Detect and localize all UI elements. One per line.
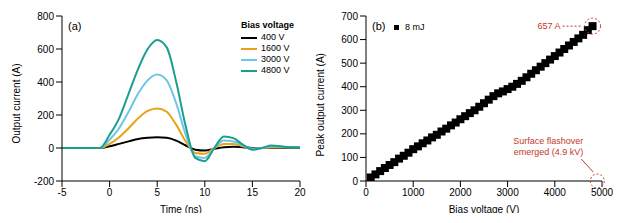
svg-text:0: 0 bbox=[48, 143, 54, 154]
svg-text:Bias voltage (V): Bias voltage (V) bbox=[449, 204, 520, 213]
svg-text:Time (ns): Time (ns) bbox=[160, 204, 202, 213]
svg-text:Peak output current (A): Peak output current (A) bbox=[315, 53, 326, 156]
svg-text:200: 200 bbox=[341, 128, 358, 139]
svg-text:400: 400 bbox=[341, 81, 358, 92]
svg-text:600: 600 bbox=[341, 34, 358, 45]
svg-text:4000: 4000 bbox=[544, 187, 567, 198]
svg-text:10: 10 bbox=[199, 187, 211, 198]
svg-text:3000: 3000 bbox=[496, 187, 519, 198]
svg-text:1000: 1000 bbox=[402, 187, 425, 198]
svg-text:0: 0 bbox=[352, 176, 358, 187]
html-text:Bias voltage: Bias voltage bbox=[241, 20, 294, 30]
html-text:4800 V: 4800 V bbox=[261, 65, 290, 75]
html-text:8 mJ: 8 mJ bbox=[405, 22, 425, 32]
svg-text:400: 400 bbox=[37, 77, 54, 88]
html-text:(b): (b) bbox=[372, 20, 386, 32]
svg-text:600: 600 bbox=[37, 44, 54, 55]
svg-text:-200: -200 bbox=[34, 176, 54, 187]
svg-text:100: 100 bbox=[341, 152, 358, 163]
svg-text:0: 0 bbox=[363, 187, 369, 198]
svg-text:Surface flashover: Surface flashover bbox=[513, 136, 583, 146]
svg-text:300: 300 bbox=[341, 105, 358, 116]
svg-text:15: 15 bbox=[247, 187, 259, 198]
html-text:400 V: 400 V bbox=[261, 32, 285, 42]
svg-text:2000: 2000 bbox=[449, 187, 472, 198]
html-text:3000 V: 3000 V bbox=[261, 54, 290, 64]
svg-text:emerged (4.9 kV): emerged (4.9 kV) bbox=[514, 147, 584, 157]
html-text:(a): (a) bbox=[68, 20, 82, 32]
svg-text:5: 5 bbox=[154, 187, 160, 198]
svg-text:500: 500 bbox=[341, 58, 358, 69]
svg-text:657 A: 657 A bbox=[538, 21, 561, 31]
svg-text:20: 20 bbox=[294, 187, 306, 198]
svg-text:Output current (A): Output current (A) bbox=[11, 63, 22, 143]
svg-text:800: 800 bbox=[37, 11, 54, 22]
svg-text:200: 200 bbox=[37, 110, 54, 121]
svg-text:5000: 5000 bbox=[591, 187, 614, 198]
svg-text:-5: -5 bbox=[58, 187, 67, 198]
html-text:1600 V: 1600 V bbox=[261, 43, 290, 53]
svg-text:0: 0 bbox=[107, 187, 113, 198]
svg-text:700: 700 bbox=[341, 11, 358, 22]
